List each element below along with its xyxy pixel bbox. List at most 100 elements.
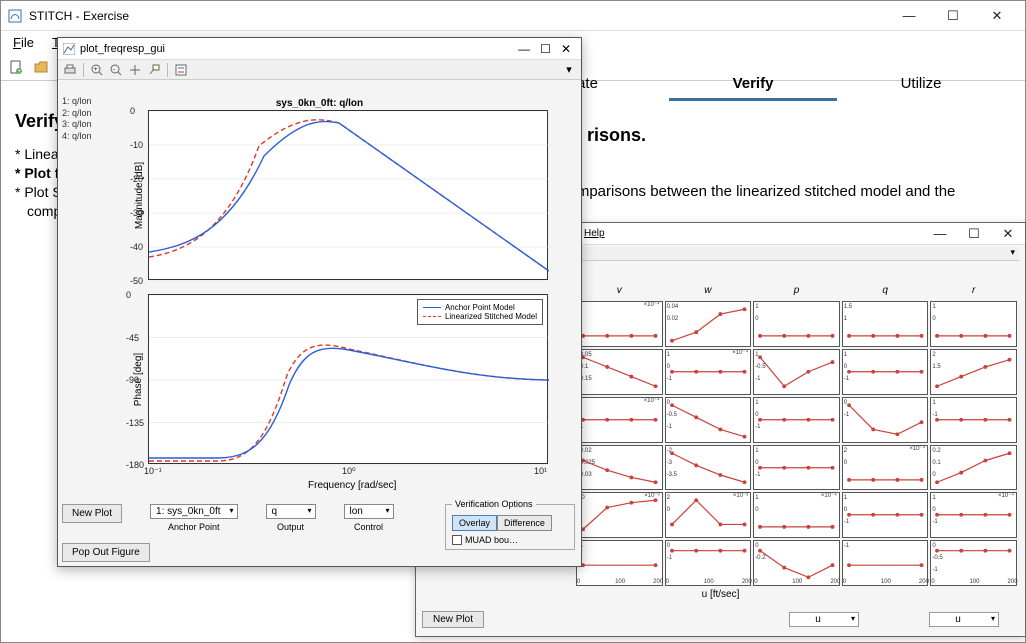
subplot[interactable]: ×10⁻⁴10	[753, 492, 840, 538]
series-label[interactable]: 4: q/lon	[62, 131, 92, 143]
subplot[interactable]: 0-0.5-10100200	[930, 540, 1017, 586]
grid-menu-help[interactable]: Help	[584, 228, 605, 239]
subplot[interactable]: -0.02-0.025-0.03	[576, 445, 663, 491]
subplot[interactable]: 1-1	[930, 397, 1017, 443]
grid-close-button[interactable]: ✕	[991, 224, 1025, 244]
subplot[interactable]: 10-1	[753, 397, 840, 443]
freq-response-window: plot_freqresp_gui — ☐ ✕ + - ▾ 1: q/lon2:…	[57, 37, 582, 567]
close-button[interactable]: ✕	[975, 2, 1019, 30]
mag-ytick: -40	[130, 242, 143, 252]
datatip-icon[interactable]	[146, 62, 162, 78]
subplot[interactable]: 0.040.02	[665, 301, 752, 347]
grid-minimize-button[interactable]: —	[923, 224, 957, 244]
grid-select-1[interactable]: u	[789, 612, 859, 627]
subplot[interactable]: 21.5	[930, 349, 1017, 395]
figure-icon	[62, 42, 76, 56]
legend-anchor: Anchor Point Model	[445, 303, 515, 312]
grid-maximize-button[interactable]: ☐	[957, 224, 991, 244]
subplot[interactable]: 10	[753, 301, 840, 347]
subplot[interactable]: ×10⁻³1050	[576, 492, 663, 538]
control-label: Control	[344, 522, 394, 532]
pan-icon[interactable]	[127, 62, 143, 78]
page-heading-right: risons.	[587, 125, 646, 146]
freq-bottom-controls: New Plot 1: sys_0kn_0ft Anchor Point q O…	[62, 504, 577, 562]
open-folder-icon[interactable]	[30, 56, 52, 78]
subplot[interactable]: 1.51	[842, 301, 929, 347]
print-icon[interactable]	[62, 62, 78, 78]
subplot-col-header: v	[576, 285, 663, 299]
subplot[interactable]: 0-0.5-1	[665, 397, 752, 443]
subplot[interactable]: 1-0.5-1	[753, 349, 840, 395]
subplot[interactable]: 0.20.10	[930, 445, 1017, 491]
mag-ytick: -20	[130, 174, 143, 184]
grid-select-2[interactable]: u	[929, 612, 999, 627]
series-label[interactable]: 1: q/lon	[62, 96, 92, 108]
phase-ytick: -90	[126, 375, 139, 385]
zoom-out-icon[interactable]: -	[108, 62, 124, 78]
freq-close-button[interactable]: ✕	[561, 42, 571, 56]
menu-file[interactable]: File	[5, 33, 42, 52]
new-doc-icon[interactable]: +	[5, 56, 27, 78]
maximize-button[interactable]: ☐	[931, 2, 975, 30]
difference-toggle[interactable]: Difference	[497, 515, 552, 531]
subplot[interactable]: 10-1	[842, 349, 929, 395]
freq-toolbar: + - ▾	[58, 60, 581, 80]
subplot[interactable]: ×10⁻⁴20	[842, 445, 929, 491]
new-plot-button[interactable]: New Plot	[62, 504, 122, 523]
zoom-in-icon[interactable]: +	[89, 62, 105, 78]
phase-plot[interactable]: Anchor Point Model Linearized Stitched M…	[148, 294, 548, 464]
overlay-toggle[interactable]: Overlay	[452, 515, 497, 531]
mag-ytick: -10	[130, 140, 143, 150]
window-controls: — ☐ ✕	[887, 2, 1019, 30]
title-bar: STITCH - Exercise — ☐ ✕	[1, 1, 1025, 31]
verification-title: Verification Options	[452, 499, 536, 509]
subplot-grid: vwpqr×10⁻⁴200.040.02101.5110-0.05-0.1-0.…	[576, 285, 1017, 586]
muad-checkbox[interactable]: MUAD bou…	[452, 535, 568, 545]
subplot[interactable]: ×10⁻⁴20	[576, 301, 663, 347]
subplot[interactable]: 10-1	[753, 445, 840, 491]
minimize-button[interactable]: —	[887, 2, 931, 30]
subplot[interactable]: ×10⁻⁴10-1	[576, 397, 663, 443]
output-select[interactable]: q	[266, 504, 316, 519]
verification-options: Verification Options Overlay Difference …	[445, 504, 575, 550]
subplot[interactable]: -0.05-0.1-0.15	[576, 349, 663, 395]
app-icon	[7, 8, 23, 24]
window-title: STITCH - Exercise	[29, 9, 887, 23]
subplot[interactable]: ×10⁻⁴10-1	[930, 492, 1017, 538]
legend: Anchor Point Model Linearized Stitched M…	[417, 299, 543, 325]
subplot[interactable]: 0-10100200	[665, 540, 752, 586]
subplot[interactable]: -10100200	[842, 540, 929, 586]
series-list: 1: q/lon2: q/lon3: q/lon4: q/lon	[62, 96, 92, 143]
pop-out-figure-button[interactable]: Pop Out Figure	[62, 543, 150, 562]
subplot[interactable]: -10100200	[576, 540, 663, 586]
grid-toolbar: ▾	[580, 247, 1019, 261]
subplot[interactable]: 0-1	[842, 397, 929, 443]
grid-new-plot-button[interactable]: New Plot	[422, 611, 484, 628]
series-label[interactable]: 2: q/lon	[62, 108, 92, 120]
tab-utilize[interactable]: Utilize	[837, 71, 1005, 101]
freq-title-bar: plot_freqresp_gui — ☐ ✕	[58, 38, 581, 60]
magnitude-plot[interactable]	[148, 110, 548, 280]
subplot[interactable]: ×10⁻³20	[665, 492, 752, 538]
freq-maximize-button[interactable]: ☐	[540, 42, 551, 56]
anchor-point-select[interactable]: 1: sys_0kn_0ft	[150, 504, 237, 519]
phase-ytick: -135	[126, 418, 144, 428]
subplot[interactable]: 10-1	[842, 492, 929, 538]
subplot-col-header: w	[665, 285, 752, 299]
mag-ytick: -30	[130, 208, 143, 218]
subplot[interactable]: -2-3-3.5	[665, 445, 752, 491]
control-select[interactable]: lon	[344, 504, 394, 519]
legend-icon[interactable]	[173, 62, 189, 78]
freq-minimize-button[interactable]: —	[518, 42, 530, 56]
subplot[interactable]: 0-0.20100200	[753, 540, 840, 586]
toolbar-menu-icon[interactable]: ▾	[561, 62, 577, 78]
toolbar-chevron-icon[interactable]: ▾	[1010, 247, 1015, 258]
tab-verify[interactable]: Verify	[669, 71, 837, 101]
subplot[interactable]: 10	[930, 301, 1017, 347]
xtick-0: 10⁻¹	[144, 466, 162, 477]
series-label[interactable]: 3: q/lon	[62, 119, 92, 131]
subplot[interactable]: ×10⁻⁴10-1	[665, 349, 752, 395]
legend-stitched: Linearized Stitched Model	[445, 312, 537, 321]
grid-bottom-controls: New Plot u u	[422, 606, 1019, 632]
output-label: Output	[266, 522, 316, 532]
